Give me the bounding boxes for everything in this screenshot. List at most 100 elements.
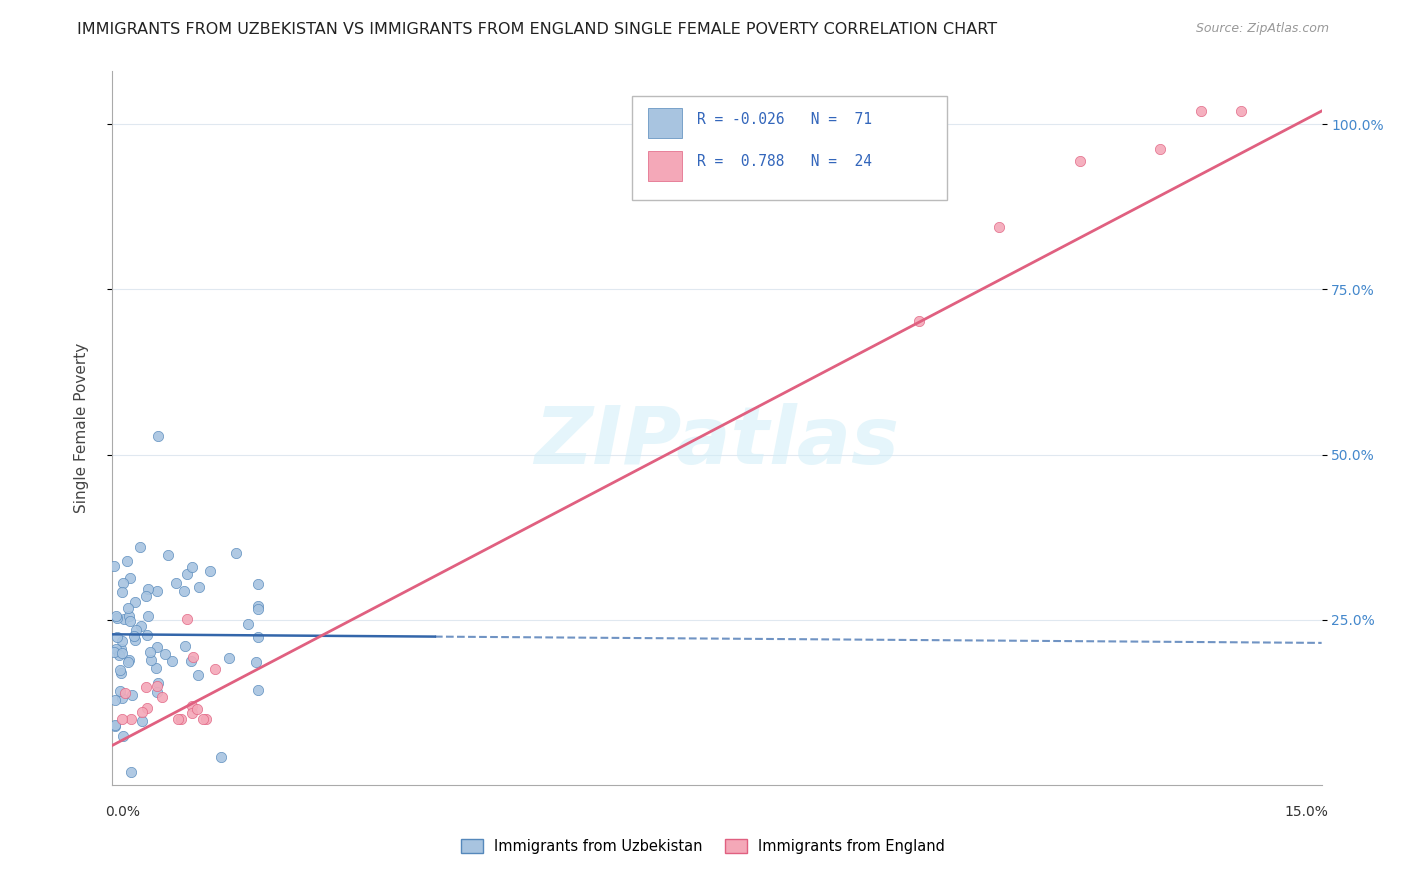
Point xyxy=(191,712,214,726)
Point xyxy=(186,701,208,715)
Point xyxy=(181,706,204,721)
Point xyxy=(124,632,146,647)
Point xyxy=(176,567,198,582)
Point xyxy=(104,641,127,656)
Text: R = -0.026   N =  71: R = -0.026 N = 71 xyxy=(696,112,872,127)
Point xyxy=(120,764,142,779)
Point xyxy=(111,691,134,706)
Point xyxy=(138,582,160,596)
Point xyxy=(112,612,135,626)
Point xyxy=(157,548,180,562)
Point xyxy=(988,219,1011,234)
Point xyxy=(108,664,131,678)
Point xyxy=(111,647,134,661)
Point xyxy=(112,575,135,590)
Point xyxy=(160,654,183,668)
Point xyxy=(218,651,240,665)
Point xyxy=(173,639,195,653)
Point xyxy=(135,680,157,694)
Text: Source: ZipAtlas.com: Source: ZipAtlas.com xyxy=(1195,22,1329,36)
Point xyxy=(204,662,226,676)
Point xyxy=(118,653,141,667)
Point xyxy=(209,749,232,764)
Point xyxy=(198,564,221,578)
Point xyxy=(108,684,131,698)
Point xyxy=(104,718,127,732)
Point xyxy=(136,608,159,623)
Point xyxy=(115,553,138,567)
Point xyxy=(110,641,132,656)
Point xyxy=(104,719,127,733)
Point xyxy=(110,585,132,599)
Point xyxy=(1149,142,1171,156)
Point xyxy=(246,602,269,616)
Point xyxy=(173,583,195,598)
Point xyxy=(181,560,204,574)
Point xyxy=(117,655,139,669)
Text: R =  0.788   N =  24: R = 0.788 N = 24 xyxy=(696,154,872,169)
Point xyxy=(150,690,173,704)
Point xyxy=(246,576,269,591)
Point xyxy=(105,631,128,645)
Point xyxy=(170,712,193,726)
Point xyxy=(136,628,159,642)
Point xyxy=(128,541,150,555)
Point xyxy=(131,714,153,728)
Text: IMMIGRANTS FROM UZBEKISTAN VS IMMIGRANTS FROM ENGLAND SINGLE FEMALE POVERTY CORR: IMMIGRANTS FROM UZBEKISTAN VS IMMIGRANTS… xyxy=(77,22,997,37)
Point xyxy=(124,595,146,609)
Text: 15.0%: 15.0% xyxy=(1285,805,1329,819)
Point xyxy=(111,633,134,648)
Point xyxy=(105,609,128,624)
Text: ZIPatlas: ZIPatlas xyxy=(534,403,900,482)
Point xyxy=(118,571,141,585)
Point xyxy=(107,648,129,662)
Point xyxy=(118,614,141,628)
Text: 0.0%: 0.0% xyxy=(105,805,141,819)
Point xyxy=(145,679,167,693)
Point xyxy=(139,653,162,667)
Point xyxy=(120,712,142,726)
FancyBboxPatch shape xyxy=(648,108,682,137)
Point xyxy=(1189,103,1212,118)
Point xyxy=(146,640,169,654)
Point xyxy=(153,647,176,661)
Point xyxy=(104,693,127,707)
Point xyxy=(180,654,202,668)
Point xyxy=(107,610,129,624)
Point xyxy=(236,616,259,631)
Point xyxy=(165,576,187,591)
Point xyxy=(187,580,209,594)
Point xyxy=(246,599,269,614)
Point xyxy=(167,712,190,726)
Point xyxy=(131,705,153,719)
Point xyxy=(907,314,929,328)
Point xyxy=(110,666,132,681)
Point xyxy=(112,729,135,743)
Point xyxy=(121,689,143,703)
Point xyxy=(246,682,269,697)
Point xyxy=(183,649,205,664)
Point xyxy=(139,645,162,659)
Point xyxy=(114,686,136,700)
Point xyxy=(135,589,157,603)
FancyBboxPatch shape xyxy=(648,151,682,180)
Point xyxy=(145,584,167,599)
Point xyxy=(122,629,145,643)
Point xyxy=(225,546,247,560)
Point xyxy=(103,559,125,574)
Point xyxy=(148,429,170,443)
Point xyxy=(136,701,159,715)
Point xyxy=(117,600,139,615)
Point xyxy=(125,624,148,638)
Point xyxy=(145,661,167,675)
Point xyxy=(187,668,209,682)
Point xyxy=(146,676,169,690)
Point xyxy=(129,619,152,633)
Y-axis label: Single Female Poverty: Single Female Poverty xyxy=(75,343,89,513)
Point xyxy=(180,698,202,713)
Point xyxy=(111,712,134,726)
Legend: Immigrants from Uzbekistan, Immigrants from England: Immigrants from Uzbekistan, Immigrants f… xyxy=(456,832,950,860)
Point xyxy=(245,655,267,669)
Point xyxy=(176,612,198,626)
Point xyxy=(246,630,269,644)
